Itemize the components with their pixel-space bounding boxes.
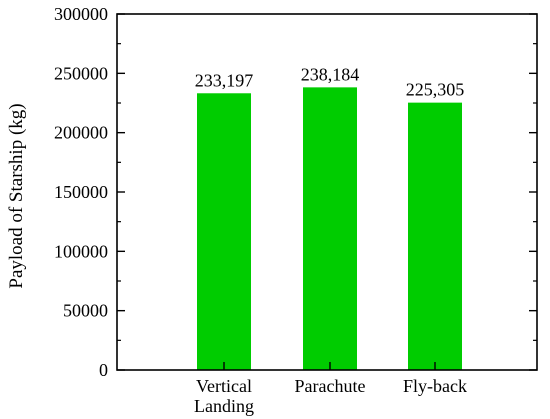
x-tick-label-1-0: Parachute — [295, 376, 366, 396]
x-tick-label-0-1: Landing — [194, 396, 254, 416]
bar-2 — [408, 102, 462, 371]
data-labels-layer: 233,197 238,184 225,305 — [195, 64, 465, 99]
y-tick-label-4: 200000 — [54, 123, 108, 143]
axes-layer: 0 50000 100000 150000 200000 250000 300000 Vert… — [54, 4, 538, 416]
y-tick-label-2: 100000 — [54, 241, 108, 261]
y-tick-label-1: 50000 — [63, 301, 108, 321]
data-label-0: 233,197 — [195, 70, 254, 90]
y-tick-label-3: 150000 — [54, 182, 108, 202]
y-axis-title: Payload of Starship (kg) — [6, 103, 27, 288]
x-tick-label-2-0: Fly-back — [403, 376, 467, 396]
bar-1 — [303, 87, 357, 371]
bars-layer — [197, 87, 462, 371]
data-label-1: 238,184 — [301, 64, 360, 84]
x-tick-label-0-0: Vertical — [196, 376, 252, 396]
y-tick-label-0: 0 — [99, 360, 108, 380]
data-label-2: 225,305 — [406, 80, 465, 100]
bar-0 — [197, 93, 251, 371]
y-tick-label-5: 250000 — [54, 63, 108, 83]
y-tick-label-6: 300000 — [54, 4, 108, 24]
